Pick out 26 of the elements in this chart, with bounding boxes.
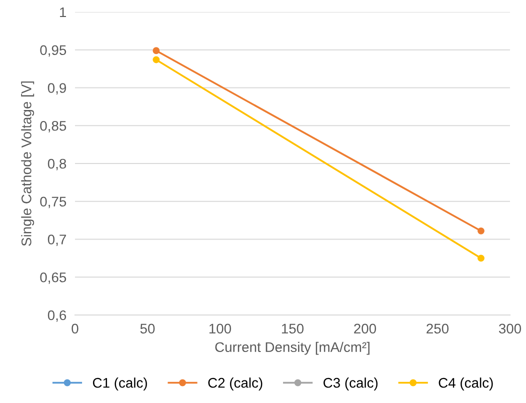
legend-label: C3 (calc) <box>324 378 378 390</box>
point <box>478 227 484 234</box>
x-tick-label: 150 <box>282 324 304 334</box>
point <box>478 254 484 262</box>
legend-label: C1 (calc) <box>92 378 147 390</box>
x-tick-label: 50 <box>140 324 155 334</box>
legend-label: C4 (calc) <box>438 378 493 390</box>
point <box>152 47 160 54</box>
x-axis-title: Current Density [mA/cm²] <box>215 342 370 355</box>
y-tick-label: 0,95 <box>40 45 66 57</box>
x-tick-label: 250 <box>426 324 449 334</box>
y-axis-title: Single Cathode Voltage [V] <box>21 81 34 246</box>
y-tick-label: 0,8 <box>48 158 66 170</box>
x-tick-label: 200 <box>354 324 376 334</box>
y-tick-label: 0,6 <box>48 310 66 322</box>
legend-label: C2 (calc) <box>208 378 262 390</box>
x-tick-label: 100 <box>209 324 232 334</box>
y-tick-label: 0,75 <box>40 196 66 208</box>
y-tick-label: 0,9 <box>48 83 66 95</box>
y-tick-label: 0,7 <box>48 234 66 246</box>
point <box>152 56 160 64</box>
y-tick-label: 0,65 <box>40 272 66 284</box>
x-tick-label: 0 <box>72 324 78 334</box>
x-tick-label: 300 <box>498 324 522 334</box>
y-tick-label: 1 <box>60 7 66 18</box>
y-tick-label: 0,85 <box>40 120 66 132</box>
